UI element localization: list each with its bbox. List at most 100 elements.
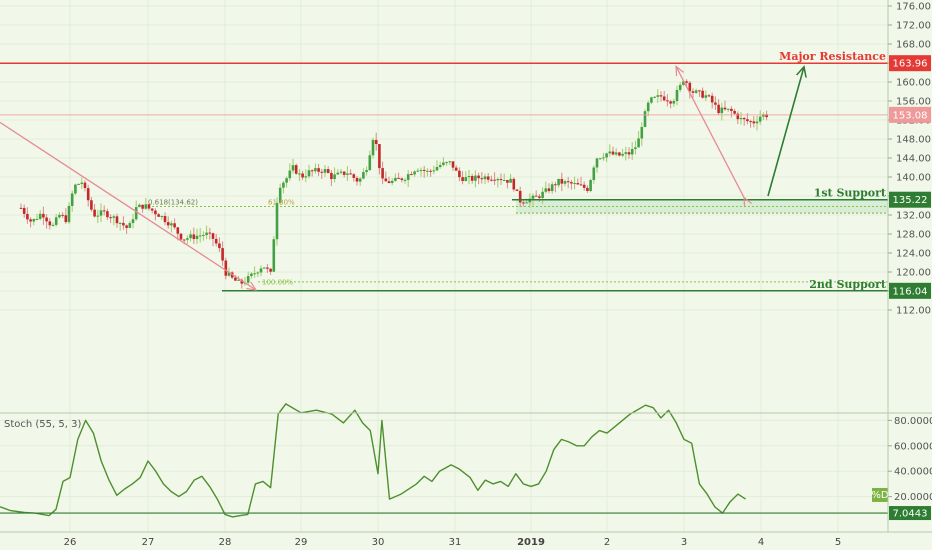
candle-body [662,96,666,101]
candle-body [346,173,349,175]
candle-body [342,171,346,175]
candle-body [195,235,199,239]
candle-body [403,179,407,181]
x-tick-label: 30 [372,537,385,548]
candle-body [461,177,464,182]
candle-body [125,225,128,228]
candle-body [534,195,538,197]
candle-body [141,204,144,209]
x-tick-label: 2019 [517,537,545,548]
candle-body [182,239,186,241]
stoch-tick-label: 20.0000 [894,492,932,503]
fib-100-label: 100.00% [262,278,293,286]
candle-body [435,166,439,171]
candle-body [259,268,263,273]
candle-body [637,138,640,148]
price-tag-first-support-bg [889,191,931,208]
candle-body [496,178,500,181]
candle-body [106,211,109,218]
candle-body [240,279,244,284]
candle-body [518,190,522,203]
candle-body [96,215,100,217]
candle-body [429,170,432,172]
candle-body [630,148,634,155]
candle-body [554,184,557,186]
candle-body [275,202,279,240]
x-tick-label: 4 [758,537,764,548]
candle-body [22,207,26,214]
candle-body [618,152,621,156]
candle-body [480,178,484,180]
candle-body [560,178,564,184]
candle-body [602,157,605,159]
candle-body [234,277,237,281]
candle-body [752,121,756,124]
y-tick-label: 120.00 [896,268,931,279]
candle-body [458,170,461,178]
candle-body [726,108,730,110]
candle-body [646,102,650,112]
candle-body [451,161,455,168]
candle-body [211,233,215,239]
candle-body [339,171,343,173]
candle-body [477,175,480,179]
price-tag-current: 153.08 [893,110,928,121]
candle-body [371,139,375,156]
candle-body [358,178,362,182]
y-tick-label: 160.00 [896,78,931,89]
candle-body [442,162,445,166]
candle-body [467,176,471,178]
candle-body [93,209,96,217]
candle-body [179,233,183,240]
candle-body [672,101,676,104]
candle-body [614,152,618,155]
candle-body [454,167,458,171]
candle-body [448,161,452,163]
candle-body [138,204,141,208]
candle-body [269,268,272,272]
candle-body [413,171,416,175]
candle-body [374,139,378,145]
stochastic-panel: Stoch (55, 5, 3) %D 7.0443 [0,403,931,521]
y-tick-label: 168.00 [896,40,931,51]
y-tick-label: 156.00 [896,97,931,108]
candle-body [250,273,253,277]
candle-body [634,147,637,149]
candle-body [758,116,762,122]
candle-body [765,114,768,118]
candle-body [438,165,442,167]
candle-body [282,182,285,188]
candle-body [566,181,570,183]
candle-body [762,114,765,117]
candle-body [144,204,148,209]
candle-body [336,172,340,175]
candle-body [253,273,256,275]
candle-body [99,210,103,216]
candle-body [45,217,48,222]
candle-body [112,216,116,218]
candle-body [749,121,752,123]
candle-body [134,207,138,220]
candle-body [221,248,224,261]
candle-body [90,200,93,210]
first-support-label: 1st Support [814,187,887,200]
candle-body [730,108,733,111]
x-tick-label: 27 [142,537,155,548]
candle-body [307,170,311,177]
candle-body [464,177,468,182]
candle-body [582,184,586,188]
candle-body [531,195,535,199]
x-tick-label: 29 [295,537,308,548]
major-resistance-label: Major Resistance [779,50,886,63]
candle-body [416,170,420,172]
candle-body [246,276,250,283]
candle-body [26,213,29,220]
candle-body [710,95,714,103]
candle-body [54,217,58,225]
candle-body [714,102,717,105]
candle-body [61,214,64,216]
candle-body [317,168,320,172]
candle-body [189,234,192,239]
